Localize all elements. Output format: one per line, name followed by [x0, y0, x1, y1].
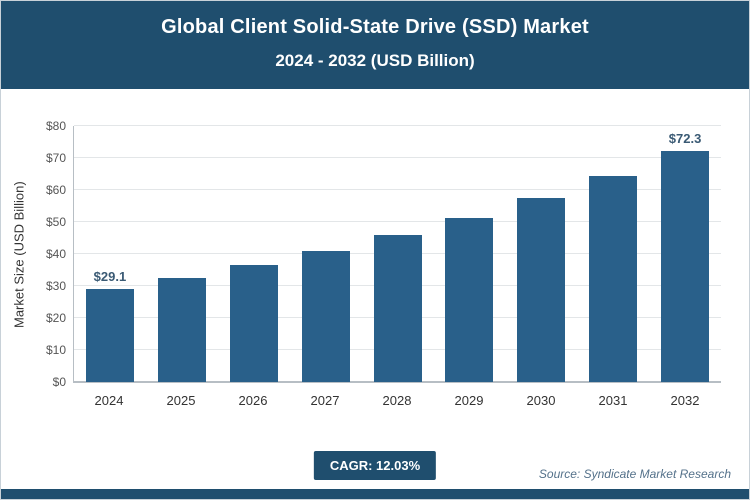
y-tick-label: $20	[45, 311, 66, 325]
bars-row: $29.1 $72.3	[74, 126, 721, 382]
bar-2030	[517, 198, 566, 382]
chart-header: Global Client Solid-State Drive (SSD) Ma…	[1, 1, 749, 89]
bar-value-label: $29.1	[93, 268, 127, 284]
source-note: Source: Syndicate Market Research	[538, 467, 731, 481]
bar-cell	[505, 126, 577, 382]
bar-cell	[290, 126, 362, 382]
bar-2027	[301, 251, 350, 382]
x-axis: 2024 2025 2026 2027 2028 2029 2030 2031 2032	[73, 393, 721, 408]
bar-value-label: $72.3	[668, 130, 702, 146]
bar-cell: $29.1	[74, 126, 146, 382]
y-tick-label: $70	[45, 151, 66, 165]
gridline	[74, 125, 721, 126]
y-tick-label: $60	[45, 183, 66, 197]
x-tick-2024: 2024	[94, 393, 124, 408]
y-tick-label: $30	[45, 279, 66, 293]
bar-cell: $72.3	[649, 126, 721, 382]
x-tick-2030: 2030	[526, 393, 556, 408]
x-tick-2025: 2025	[166, 393, 196, 408]
bar-2024: $29.1	[85, 269, 134, 382]
bar-2032: $72.3	[661, 131, 710, 382]
cagr-badge: CAGR: 12.03%	[313, 451, 437, 480]
bar-cell	[218, 126, 290, 382]
bar-2031	[589, 176, 638, 382]
bar-cell	[433, 126, 505, 382]
gridline	[74, 157, 721, 158]
bar-2026	[229, 265, 278, 382]
bar-2029	[445, 217, 494, 382]
bar-cell	[362, 126, 434, 382]
bar-2025	[157, 277, 206, 382]
bar-cell	[577, 126, 649, 382]
y-tick-label: $50	[45, 215, 66, 229]
x-tick-2028: 2028	[382, 393, 412, 408]
gridline	[74, 221, 721, 222]
chart-title: Global Client Solid-State Drive (SSD) Ma…	[161, 16, 589, 38]
x-tick-2031: 2031	[598, 393, 628, 408]
bar-2028	[373, 235, 422, 382]
y-tick-label: $40	[45, 247, 66, 261]
x-tick-2029: 2029	[454, 393, 484, 408]
plot-area: $29.1 $72.3 $0 $10 $20 $30 $40 $50 $60 $70 $80	[46, 119, 721, 389]
footer-strip	[1, 489, 749, 499]
y-tick-label: $0	[52, 375, 66, 389]
y-tick-label: $80	[45, 119, 66, 133]
x-tick-2027: 2027	[310, 393, 340, 408]
gridline	[74, 189, 721, 190]
x-tick-2032: 2032	[670, 393, 700, 408]
bar-cell	[146, 126, 218, 382]
y-tick-label: $10	[45, 343, 66, 357]
x-tick-2026: 2026	[238, 393, 268, 408]
chart-subtitle: 2024 - 2032 (USD Billion)	[275, 51, 475, 70]
